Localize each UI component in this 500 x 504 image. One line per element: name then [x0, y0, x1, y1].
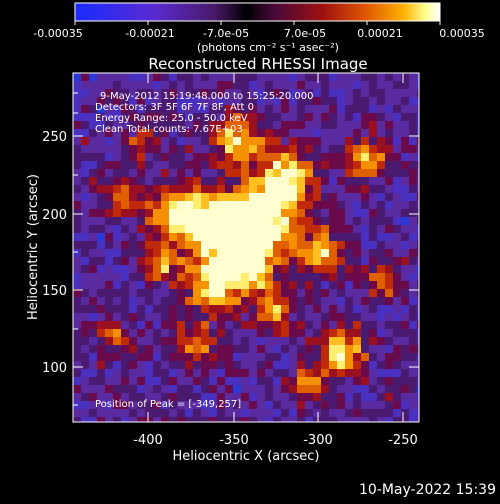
- image-annotations: 9-May-2012 15:19:48.000 to 15:25:20.000 …: [95, 91, 313, 410]
- plot-frame: [72, 72, 420, 423]
- time-range-label: 9-May-2012 15:19:48.000 to 15:25:20.000: [100, 91, 313, 102]
- footer-timestamp: 10-May-2022 15:39: [359, 482, 496, 498]
- x-tick-label: -350: [219, 433, 249, 448]
- y-tick-label: 200: [42, 208, 67, 223]
- rhessi-image: [73, 73, 419, 422]
- colorbar-tick-label: -7.0e-05: [203, 27, 249, 40]
- x-tick-label: -400: [133, 433, 163, 448]
- colorbar-tick-label: 0.00035: [439, 27, 485, 40]
- y-tick-label: 250: [42, 130, 67, 145]
- colorbar-tick-label: -0.00021: [125, 27, 174, 40]
- colorbar-tick-labels: -0.00035 -0.00021 -7.0e-05 7.0e-05 0.000…: [33, 27, 484, 40]
- y-axis-label: Heliocentric Y (arcsec): [26, 174, 41, 320]
- colorbar-ticks: [74, 21, 441, 25]
- x-tick-label: -300: [303, 433, 333, 448]
- colorbar-units-label: (photons cm⁻² s⁻¹ asec⁻²): [197, 41, 339, 54]
- axis-ticks: [73, 73, 419, 422]
- energy-range-label: Energy Range: 25.0 - 50.0 keV: [95, 113, 248, 124]
- x-tick-labels: -400 -350 -300 -250: [133, 433, 418, 448]
- plot-title: Reconstructed RHESSI Image: [148, 55, 367, 73]
- colorbar-tick-label: 0.00021: [357, 27, 403, 40]
- x-tick-label: -250: [388, 433, 418, 448]
- clean-counts-label: Clean Total counts: 7.67E+03: [95, 124, 243, 135]
- y-tick-label: 150: [42, 284, 67, 299]
- x-axis-label: Heliocentric X (arcsec): [173, 449, 320, 464]
- colorbar-tick-label: 7.0e-05: [284, 27, 326, 40]
- y-tick-labels: 100 150 200 250: [42, 130, 67, 376]
- detectors-label: Detectors: 3F 5F 6F 7F 8F, Att 0: [95, 102, 254, 113]
- peak-position-label: Position of Peak = [-349,257]: [95, 399, 241, 410]
- colorbar: [75, 3, 440, 21]
- colorbar-tick-label: -0.00035: [33, 27, 82, 40]
- y-tick-label: 100: [42, 361, 67, 376]
